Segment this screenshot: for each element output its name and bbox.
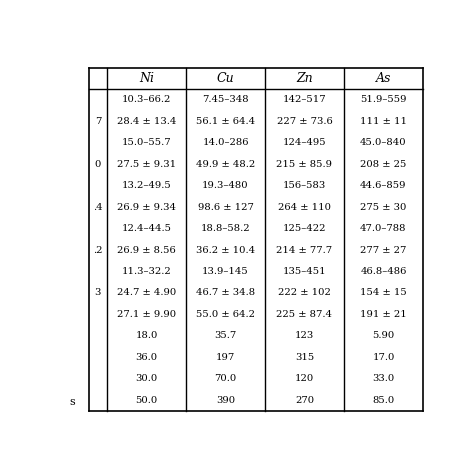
- Text: 197: 197: [216, 353, 235, 362]
- Text: 19.3–480: 19.3–480: [202, 181, 249, 190]
- Text: 46.7 ± 34.8: 46.7 ± 34.8: [196, 289, 255, 298]
- Text: 7: 7: [95, 117, 101, 126]
- Text: 123: 123: [295, 331, 314, 340]
- Text: 56.1 ± 64.4: 56.1 ± 64.4: [196, 117, 255, 126]
- Text: 120: 120: [295, 374, 314, 383]
- Text: 70.0: 70.0: [214, 374, 237, 383]
- Text: 390: 390: [216, 396, 235, 405]
- Text: 47.0–788: 47.0–788: [360, 224, 407, 233]
- Text: 215 ± 85.9: 215 ± 85.9: [276, 160, 332, 169]
- Text: 51.9–559: 51.9–559: [360, 95, 407, 104]
- Text: 49.9 ± 48.2: 49.9 ± 48.2: [196, 160, 255, 169]
- Text: 44.6–859: 44.6–859: [360, 181, 407, 190]
- Text: 264 ± 110: 264 ± 110: [278, 203, 331, 212]
- Text: 214 ± 77.7: 214 ± 77.7: [276, 246, 333, 255]
- Text: 10.3–66.2: 10.3–66.2: [122, 95, 171, 104]
- Text: 85.0: 85.0: [372, 396, 394, 405]
- Text: 135–451: 135–451: [283, 267, 326, 276]
- Text: 191 ± 21: 191 ± 21: [360, 310, 407, 319]
- Text: 208 ± 25: 208 ± 25: [360, 160, 407, 169]
- Text: 275 ± 30: 275 ± 30: [360, 203, 407, 212]
- Text: .4: .4: [93, 203, 103, 212]
- Text: 222 ± 102: 222 ± 102: [278, 289, 331, 298]
- Text: 227 ± 73.6: 227 ± 73.6: [277, 117, 332, 126]
- Text: 30.0: 30.0: [136, 374, 158, 383]
- Text: 26.9 ± 9.34: 26.9 ± 9.34: [117, 203, 176, 212]
- Text: 45.0–840: 45.0–840: [360, 138, 407, 147]
- Text: 5.90: 5.90: [372, 331, 394, 340]
- Text: 0: 0: [95, 160, 101, 169]
- Text: 27.1 ± 9.90: 27.1 ± 9.90: [117, 310, 176, 319]
- Text: As: As: [376, 72, 391, 85]
- Text: 125–422: 125–422: [283, 224, 326, 233]
- Text: 156–583: 156–583: [283, 181, 326, 190]
- Text: 13.2–49.5: 13.2–49.5: [122, 181, 172, 190]
- Text: 315: 315: [295, 353, 314, 362]
- Text: 35.7: 35.7: [214, 331, 237, 340]
- Text: 12.4–44.5: 12.4–44.5: [121, 224, 172, 233]
- Text: 36.2 ± 10.4: 36.2 ± 10.4: [196, 246, 255, 255]
- Text: 36.0: 36.0: [136, 353, 157, 362]
- Text: 27.5 ± 9.31: 27.5 ± 9.31: [117, 160, 176, 169]
- Text: 111 ± 11: 111 ± 11: [360, 117, 407, 126]
- Text: 7.45–348: 7.45–348: [202, 95, 249, 104]
- Text: s: s: [69, 397, 75, 407]
- Text: .2: .2: [93, 246, 102, 255]
- Text: 270: 270: [295, 396, 314, 405]
- Text: 46.8–486: 46.8–486: [360, 267, 407, 276]
- Text: 142–517: 142–517: [283, 95, 326, 104]
- Text: 3: 3: [95, 289, 101, 298]
- Text: 11.3–32.2: 11.3–32.2: [122, 267, 172, 276]
- Text: 24.7 ± 4.90: 24.7 ± 4.90: [117, 289, 176, 298]
- Text: 124–495: 124–495: [283, 138, 326, 147]
- Text: 18.0: 18.0: [135, 331, 158, 340]
- Text: Zn: Zn: [296, 72, 313, 85]
- Text: 33.0: 33.0: [372, 374, 394, 383]
- Text: 17.0: 17.0: [372, 353, 395, 362]
- Text: 277 ± 27: 277 ± 27: [360, 246, 407, 255]
- Text: 98.6 ± 127: 98.6 ± 127: [198, 203, 254, 212]
- Text: 18.8–58.2: 18.8–58.2: [201, 224, 250, 233]
- Text: 15.0–55.7: 15.0–55.7: [122, 138, 171, 147]
- Text: 13.9–145: 13.9–145: [202, 267, 249, 276]
- Text: 50.0: 50.0: [136, 396, 158, 405]
- Text: 154 ± 15: 154 ± 15: [360, 289, 407, 298]
- Text: 225 ± 87.4: 225 ± 87.4: [276, 310, 332, 319]
- Text: 14.0–286: 14.0–286: [202, 138, 249, 147]
- Text: 26.9 ± 8.56: 26.9 ± 8.56: [117, 246, 176, 255]
- Text: 55.0 ± 64.2: 55.0 ± 64.2: [196, 310, 255, 319]
- Text: Ni: Ni: [139, 72, 154, 85]
- Text: Cu: Cu: [217, 72, 234, 85]
- Text: 28.4 ± 13.4: 28.4 ± 13.4: [117, 117, 176, 126]
